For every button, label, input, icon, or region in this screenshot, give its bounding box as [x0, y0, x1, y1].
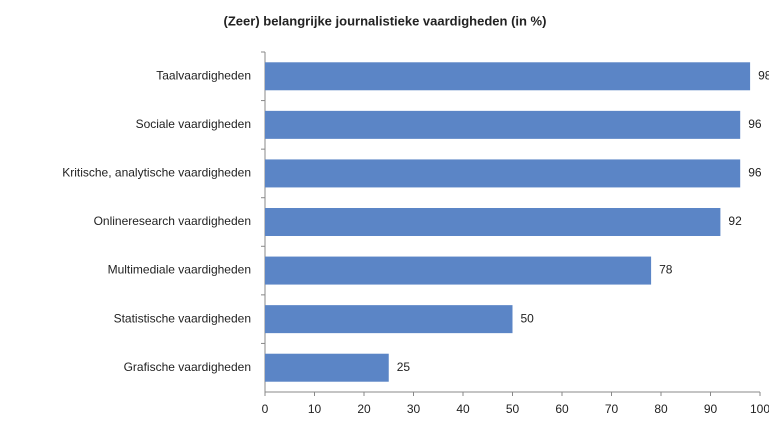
x-tick-label: 90: [704, 402, 718, 416]
x-tick-label: 0: [262, 402, 269, 416]
y-tick-label: Statistische vaardigheden: [114, 311, 251, 325]
x-tick-label: 80: [654, 402, 668, 416]
x-tick-label: 30: [407, 402, 421, 416]
data-label: 25: [397, 360, 411, 374]
data-label: 50: [521, 311, 535, 325]
bar: [265, 208, 721, 236]
x-tick-label: 20: [357, 402, 371, 416]
bar: [265, 159, 741, 188]
x-tick-label: 50: [506, 402, 520, 416]
y-tick-label: Multimediale vaardigheden: [108, 263, 251, 277]
chart-title: (Zeer) belangrijke journalistieke vaardi…: [224, 13, 547, 28]
y-tick-label: Onlineresearch vaardigheden: [94, 214, 251, 228]
data-label: 92: [728, 214, 742, 228]
data-label: 96: [748, 117, 762, 131]
x-tick-label: 10: [308, 402, 322, 416]
bar: [265, 256, 652, 285]
x-tick-label: 60: [555, 402, 569, 416]
bar: [265, 305, 513, 334]
data-label: 78: [659, 263, 673, 277]
data-label: 98: [758, 68, 769, 82]
x-tick-label: 40: [456, 402, 470, 416]
y-tick-label: Grafische vaardigheden: [124, 360, 251, 374]
bar: [265, 110, 741, 139]
y-tick-label: Sociale vaardigheden: [136, 117, 251, 131]
x-tick-label: 70: [605, 402, 619, 416]
y-tick-label: Kritische, analytische vaardigheden: [62, 166, 251, 180]
bar: [265, 353, 389, 382]
data-label: 96: [748, 166, 762, 180]
y-tick-label: Taalvaardigheden: [156, 68, 251, 82]
bar: [265, 62, 751, 91]
x-tick-label: 100: [750, 402, 769, 416]
